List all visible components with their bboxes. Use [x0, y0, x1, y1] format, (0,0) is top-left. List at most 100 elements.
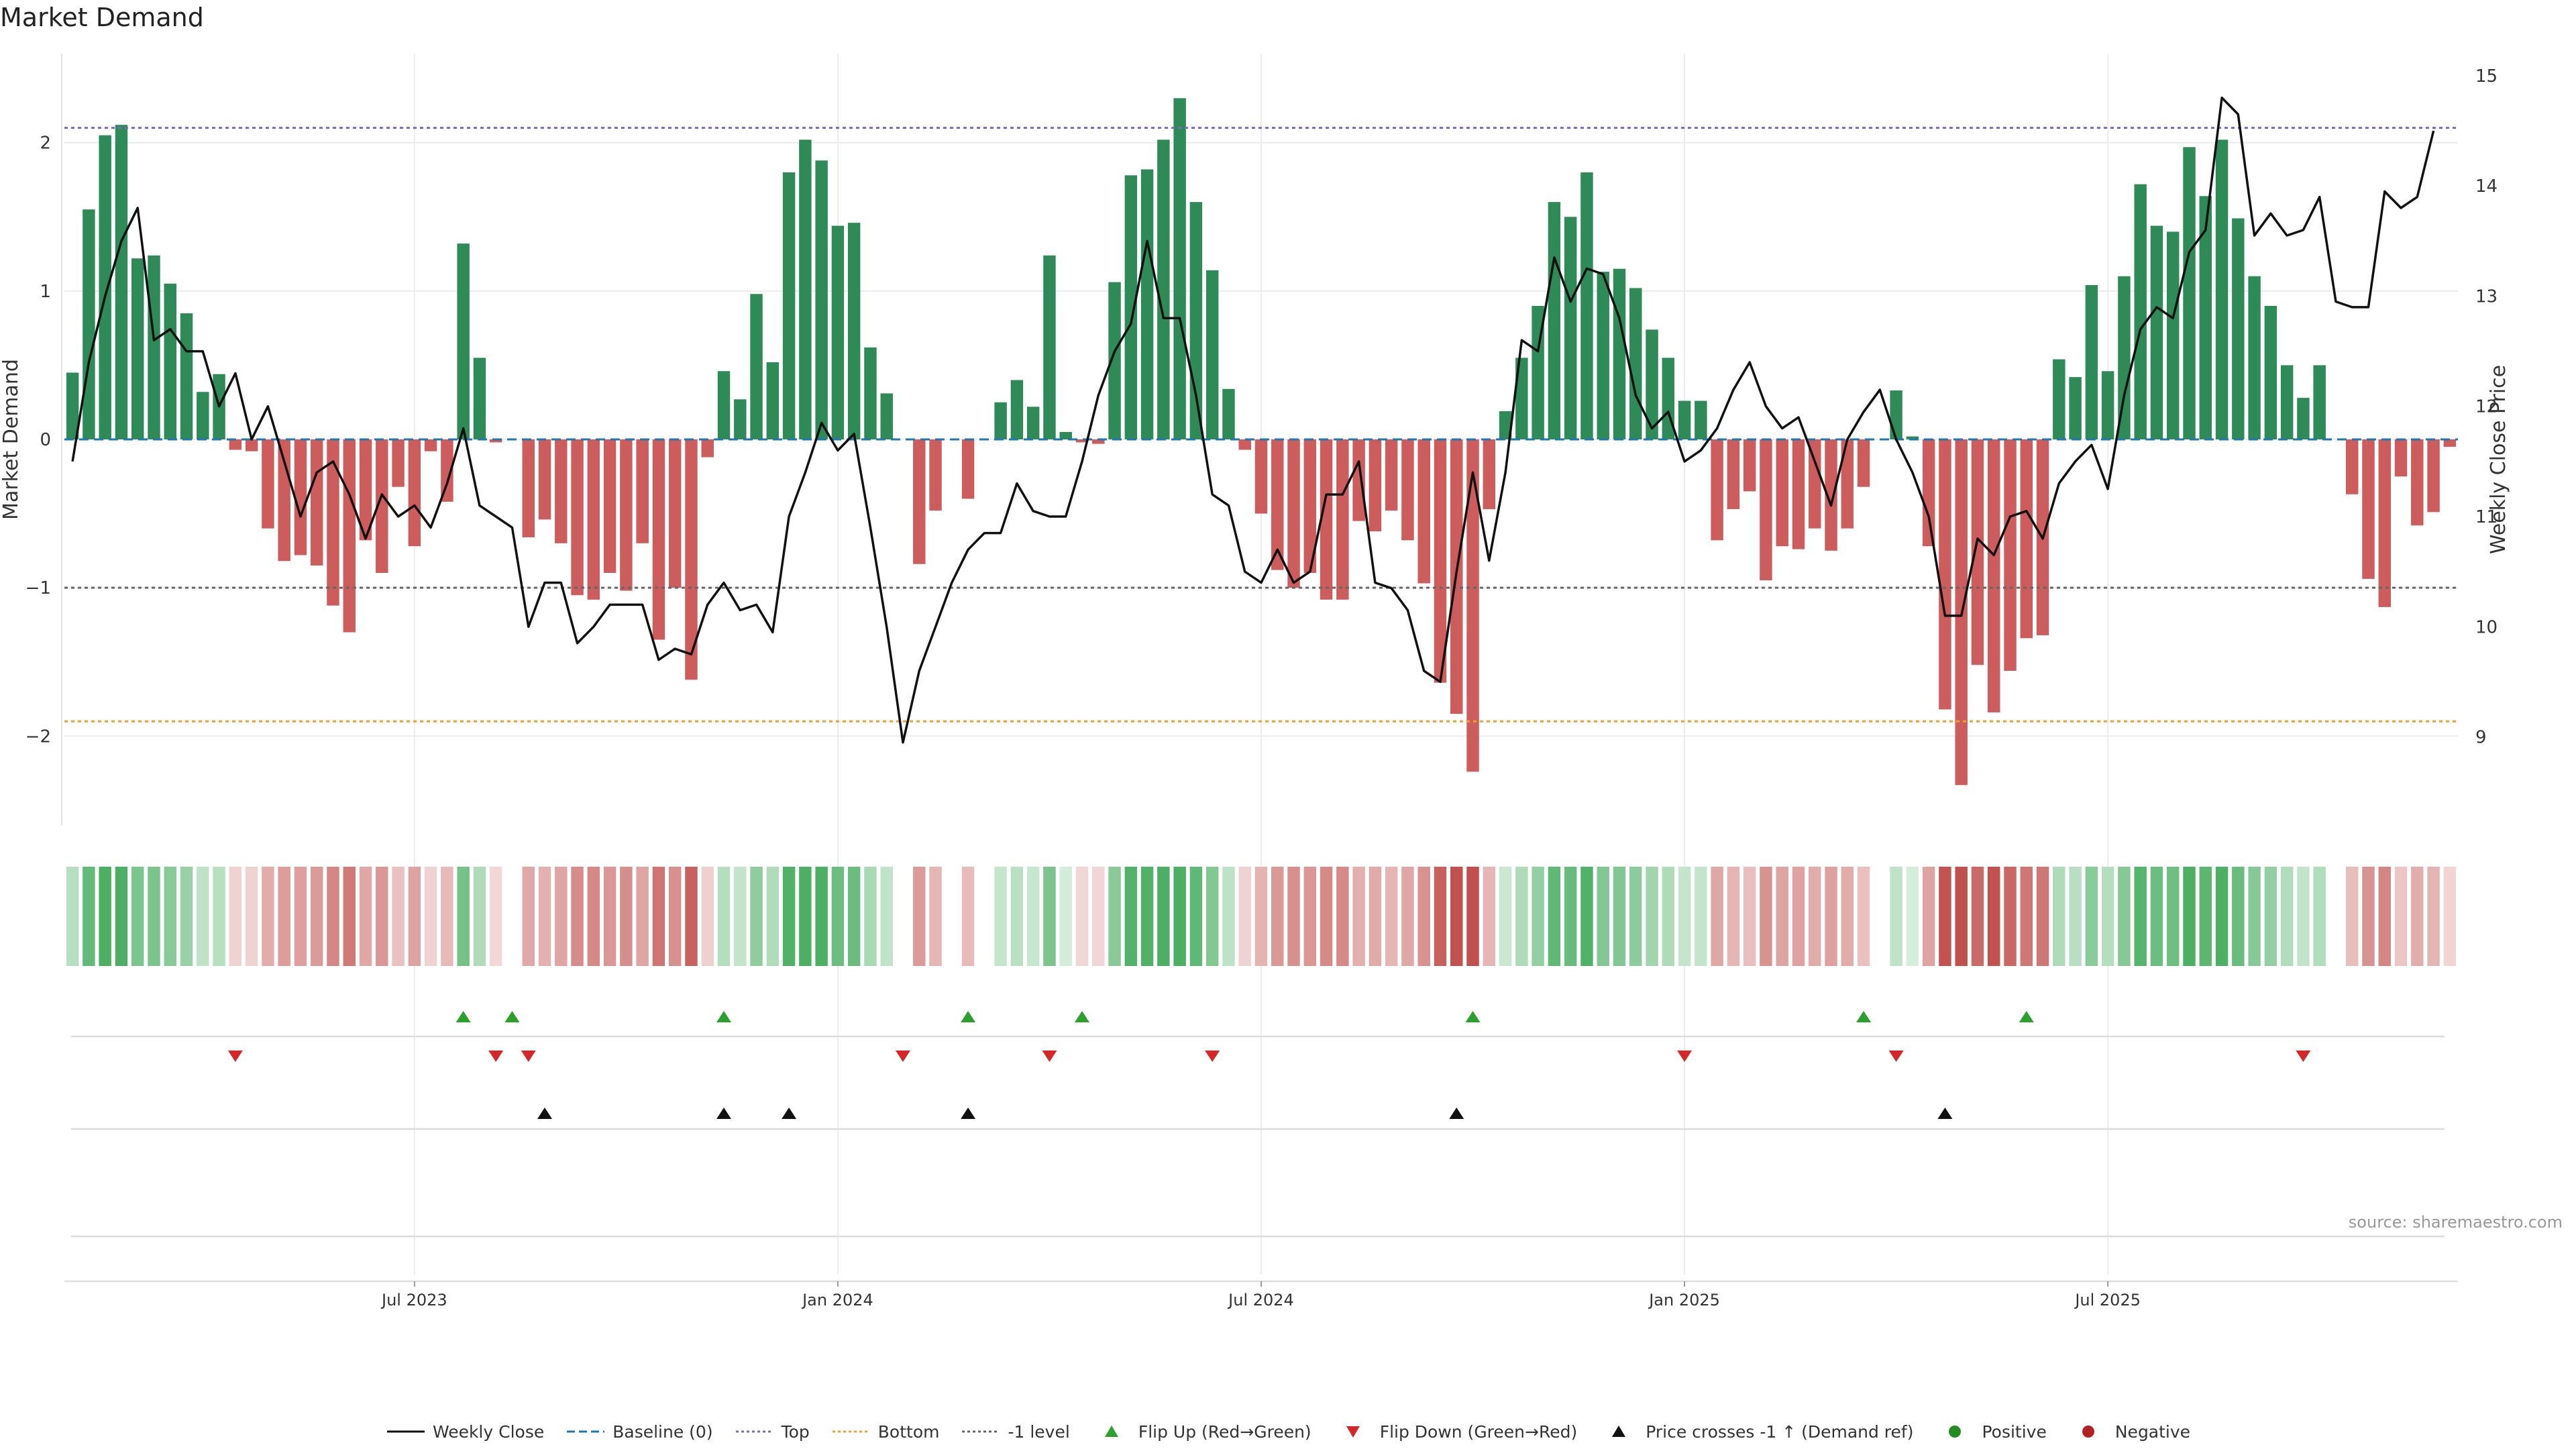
weekly-close-line — [71, 96, 2435, 744]
heat-cell — [1385, 867, 1398, 966]
flip-up-marker — [455, 1011, 471, 1022]
heat-cell — [1825, 867, 1837, 966]
demand-bar — [2134, 184, 2147, 439]
heat-cell — [2101, 867, 2114, 966]
y-tick-label-right: 15 — [2475, 66, 2498, 87]
legend-label: -1 level — [1008, 1421, 1070, 1442]
demand-bar — [2199, 196, 2212, 439]
heat-cell — [880, 867, 893, 966]
demand-bar — [1809, 439, 1821, 529]
heat-cell — [1010, 867, 1024, 966]
legend-label: Bottom — [877, 1421, 940, 1442]
heat-cell — [1939, 867, 1951, 966]
demand-bar — [1613, 268, 1626, 439]
legend-item: -1 level — [961, 1421, 1070, 1442]
heat-cell — [1450, 867, 1463, 966]
demand-bar — [847, 223, 861, 439]
flip-up-marker — [716, 1011, 732, 1022]
heat-cell — [2346, 867, 2359, 966]
demand-bar — [1727, 439, 1740, 509]
heat-cell — [2280, 867, 2294, 966]
demand-bar — [2394, 439, 2408, 477]
heat-cell — [131, 867, 144, 966]
flip-down-marker — [896, 1051, 911, 1062]
demand-bar — [1417, 439, 1430, 584]
heat-cell — [245, 867, 258, 966]
demand-bar — [2248, 276, 2261, 439]
heat-cell — [408, 867, 421, 966]
demand-bar — [880, 393, 893, 439]
flip-down-marker — [1677, 1051, 1693, 1062]
heat-cell — [1906, 867, 1919, 966]
heat-cell — [1809, 867, 1821, 966]
demand-bar — [1792, 439, 1805, 549]
demand-bar — [2053, 359, 2065, 439]
demand-bar — [1108, 282, 1121, 439]
legend-label: Top — [781, 1421, 810, 1442]
demand-bar — [473, 358, 486, 439]
legend-label: Price crosses -1 ↑ (Demand ref) — [1646, 1421, 1914, 1442]
y-tick-label-left: 1 — [40, 282, 51, 302]
heat-cell — [424, 867, 437, 966]
heat-cell — [1368, 867, 1382, 966]
flip-up-marker — [2019, 1011, 2034, 1022]
demand-bar — [1857, 439, 1870, 487]
heat-cell — [831, 867, 845, 966]
legend-label: Flip Down (Green→Red) — [1379, 1421, 1578, 1442]
demand-bar — [1760, 439, 1772, 581]
legend-label: Positive — [1982, 1421, 2047, 1442]
demand-bar — [1092, 439, 1105, 444]
heat-cell — [1776, 867, 1788, 966]
demand-bar — [1271, 439, 1284, 570]
demand-bar — [1157, 140, 1170, 439]
demand-bar — [359, 439, 372, 541]
demand-bar — [1140, 169, 1154, 439]
demand-bar — [2150, 225, 2163, 439]
demand-bar — [685, 439, 698, 680]
legend-swatch — [1104, 1426, 1118, 1437]
heat-cell — [782, 867, 796, 966]
demand-bar — [1059, 431, 1072, 439]
heat-cell — [310, 867, 323, 966]
demand-bar — [408, 439, 421, 547]
demand-bar — [424, 439, 437, 451]
heat-cell — [180, 867, 193, 966]
heat-cell — [1662, 867, 1675, 966]
heat-cell — [1727, 867, 1740, 966]
demand-bar — [587, 439, 600, 600]
demand-bar — [115, 125, 128, 439]
demand-bar — [636, 439, 649, 543]
heat-cell — [1760, 867, 1772, 966]
demand-bar — [2118, 276, 2131, 439]
demand-bar — [1466, 439, 1479, 772]
heat-cell — [1352, 867, 1365, 966]
demand-bar — [1075, 439, 1089, 443]
y-tick-label-left: 2 — [40, 133, 51, 154]
heat-cell — [994, 867, 1007, 966]
demand-bar — [961, 439, 975, 499]
demand-bar — [994, 402, 1007, 439]
y-tick-label-right: 13 — [2475, 286, 2498, 307]
heat-cell — [2297, 867, 2310, 966]
x-tick-label: Jul 2025 — [2074, 1291, 2141, 1309]
demand-bar — [1238, 439, 1251, 450]
heat-cell — [766, 867, 780, 966]
demand-bar — [2427, 439, 2440, 513]
heat-cell — [1043, 867, 1056, 966]
heat-cell — [1483, 867, 1496, 966]
demand-bar — [929, 439, 942, 511]
heat-cell — [1238, 867, 1251, 966]
heat-cell — [1532, 867, 1544, 966]
demand-bar — [1939, 439, 1951, 710]
heat-cell — [1320, 867, 1333, 966]
demand-bar — [2167, 231, 2180, 439]
heat-cell — [1434, 867, 1447, 966]
demand-bar — [2313, 365, 2326, 439]
heat-cell — [2232, 867, 2245, 966]
heat-cell — [473, 867, 486, 966]
y-tick-label-right: 12 — [2475, 397, 2498, 417]
heat-cell — [392, 867, 405, 966]
legend-item: Bottom — [831, 1421, 940, 1442]
demand-bar — [1010, 380, 1024, 439]
demand-bar — [701, 439, 714, 458]
